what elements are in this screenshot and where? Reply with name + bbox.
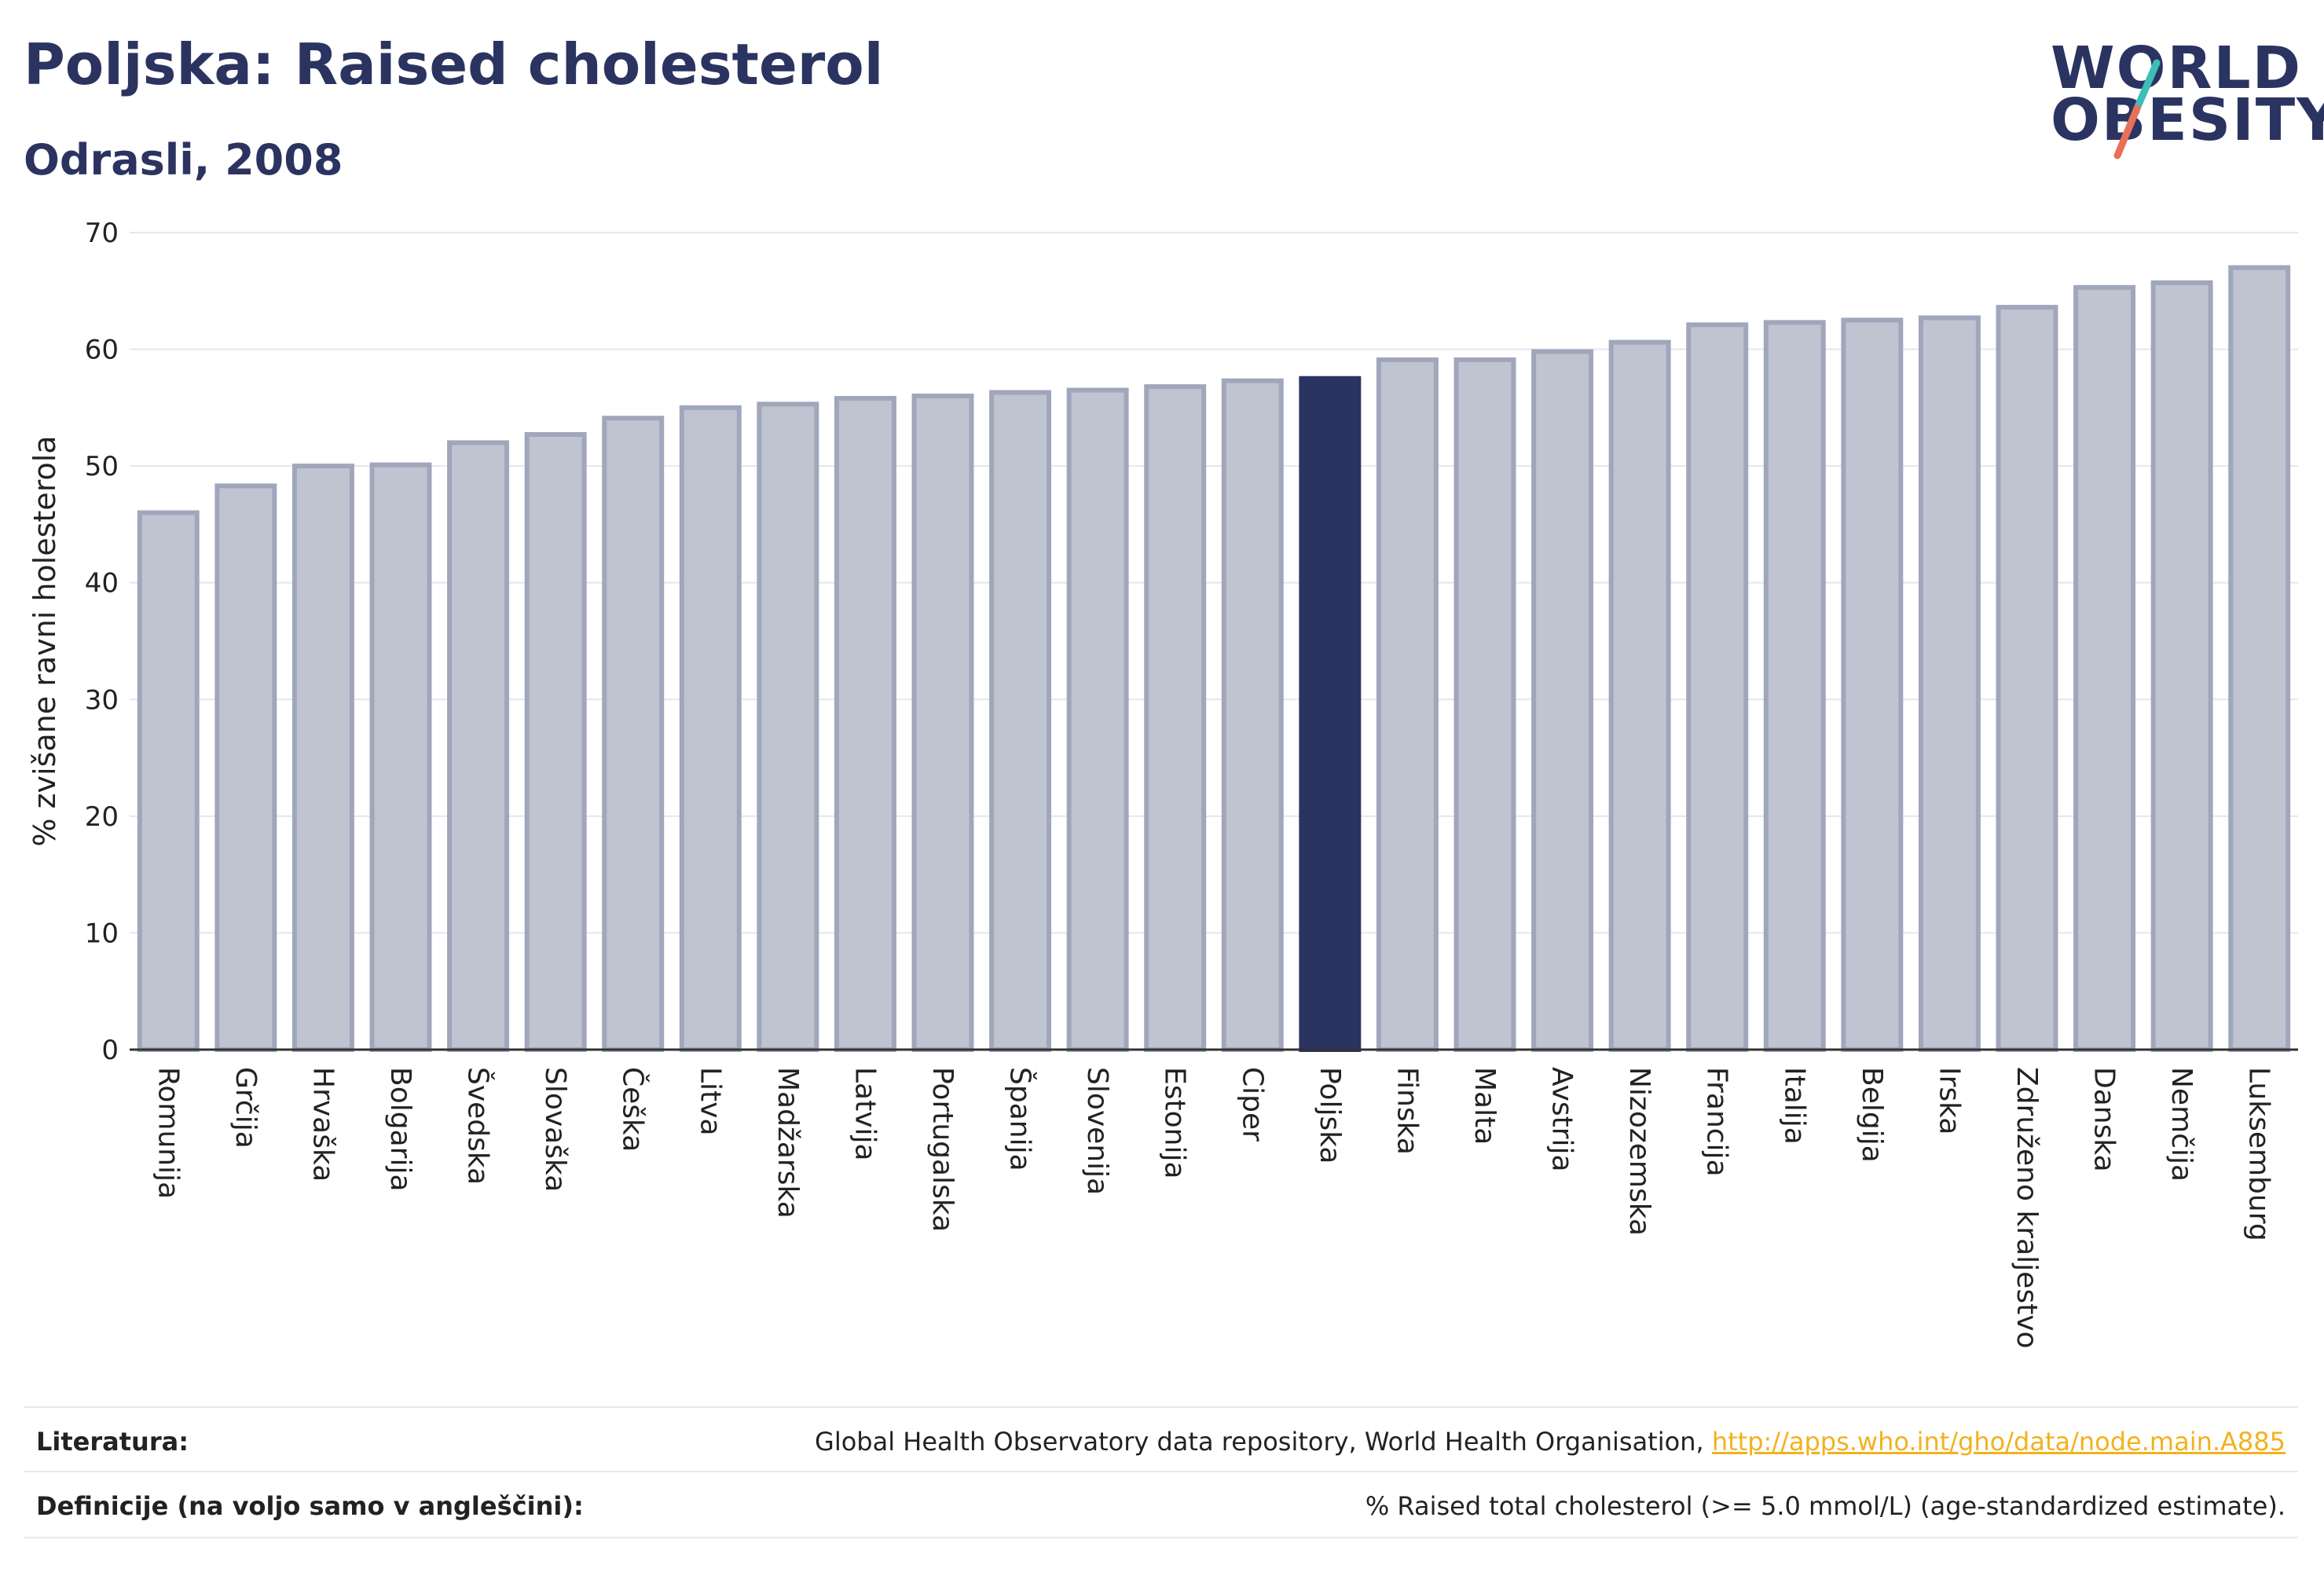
y-tick-label: 0: [101, 1035, 119, 1066]
x-tick-label: Malta: [1468, 1067, 1501, 1145]
footer-literature-row: Literatura: Global Health Observatory da…: [24, 1406, 2298, 1472]
bar: [1841, 317, 1904, 1052]
x-tick-label: Estonija: [1159, 1067, 1191, 1179]
logo-line1: WORLD: [2051, 35, 2303, 102]
bar: [447, 440, 510, 1052]
bar: [524, 432, 587, 1052]
y-tick-label: 30: [85, 684, 119, 716]
y-axis-label: % zvišane ravni holesterola: [27, 435, 62, 846]
chart-title: Poljska: Raised cholesterol: [24, 31, 884, 97]
x-tick-label: Grčija: [229, 1067, 262, 1149]
literature-text: Global Health Observatory data repositor…: [815, 1427, 1712, 1457]
bar: [2073, 284, 2136, 1053]
x-tick-label: Ciper: [1236, 1067, 1268, 1142]
y-tick-label: 50: [85, 451, 119, 482]
x-tick-label: Luksemburg: [2243, 1067, 2275, 1241]
bar: [834, 395, 896, 1052]
bar: [2228, 265, 2291, 1053]
definition-label: Definicije (na voljo samo v angleščini):: [36, 1491, 584, 1521]
x-tick-label: Irska: [1933, 1067, 1965, 1134]
bar: [1918, 315, 1981, 1052]
x-tick-label: Nemčija: [2165, 1067, 2198, 1182]
literature-value: Global Health Observatory data repositor…: [815, 1427, 2286, 1457]
bar: [369, 462, 432, 1052]
literature-link[interactable]: http://apps.who.int/gho/data/node.main.A…: [1711, 1427, 2286, 1457]
bar: [1299, 376, 1362, 1052]
literature-label: Literatura:: [36, 1427, 189, 1457]
x-tick-label: Litva: [694, 1067, 726, 1136]
bar-chart: 0 10 20 30 40 50 60 70 % zvišane ravni holestero…: [27, 218, 2298, 1349]
logo-slash-icon: [2113, 59, 2161, 159]
x-tick-label: Španija: [1004, 1067, 1037, 1171]
x-tick-label: Danska: [2088, 1067, 2121, 1172]
bar: [1453, 357, 1516, 1052]
y-tick-label: 70: [85, 218, 119, 249]
bar: [1608, 339, 1671, 1052]
y-tick-label: 10: [85, 918, 119, 949]
bar: [1144, 384, 1207, 1053]
footer-definition-row: Definicije (na voljo samo v angleščini):…: [24, 1471, 2298, 1538]
x-tick-label: Madžarska: [772, 1067, 804, 1219]
x-tick-label: Hrvaška: [306, 1067, 339, 1182]
x-tick-label: Slovaška: [539, 1067, 571, 1192]
definition-value: % Raised total cholesterol (>= 5.0 mmol/…: [1365, 1491, 2286, 1521]
bar: [989, 390, 1052, 1052]
bar: [1221, 378, 1284, 1052]
bar: [757, 401, 819, 1052]
bar: [1376, 357, 1439, 1052]
y-tick-label: 40: [85, 568, 119, 599]
bar: [1996, 305, 2058, 1053]
bar: [1686, 322, 1749, 1053]
x-tick-label: Romunija: [152, 1067, 184, 1199]
x-tick-label: Švedska: [462, 1067, 495, 1185]
bar: [137, 510, 200, 1052]
bar: [291, 464, 354, 1052]
x-tick-label: Bolgarija: [384, 1067, 416, 1192]
bar: [214, 483, 277, 1052]
y-tick-label: 20: [85, 801, 119, 833]
x-tick-label: Združeno kraljestvo: [2011, 1067, 2043, 1349]
bar: [1066, 387, 1129, 1053]
x-tick-label: Portugalska: [926, 1067, 959, 1232]
bar: [2150, 280, 2213, 1052]
x-tick-label: Finska: [1391, 1067, 1423, 1155]
x-tick-label: Slovenija: [1081, 1067, 1113, 1195]
x-tick-label: Češka: [617, 1067, 650, 1152]
x-tick-label: Latvija: [849, 1067, 881, 1161]
logo-line2: OBESITY: [2051, 86, 2324, 154]
x-tick-label: Avstrija: [1546, 1067, 1578, 1172]
bar: [679, 405, 742, 1052]
bar: [911, 394, 974, 1052]
bar: [1763, 320, 1826, 1052]
x-tick-label: Italija: [1778, 1067, 1810, 1145]
x-tick-label: Belgija: [1856, 1067, 1888, 1163]
x-tick-label: Francija: [1701, 1067, 1733, 1177]
world-obesity-logo: WORLD OBESITY: [2051, 35, 2324, 173]
y-tick-label: 60: [85, 335, 119, 366]
x-tick-label: Nizozemska: [1623, 1067, 1655, 1236]
chart-subtitle: Odrasli, 2008: [24, 135, 343, 185]
bar: [1531, 349, 1594, 1052]
bar: [602, 416, 665, 1052]
x-tick-label: Poljska: [1314, 1067, 1346, 1164]
